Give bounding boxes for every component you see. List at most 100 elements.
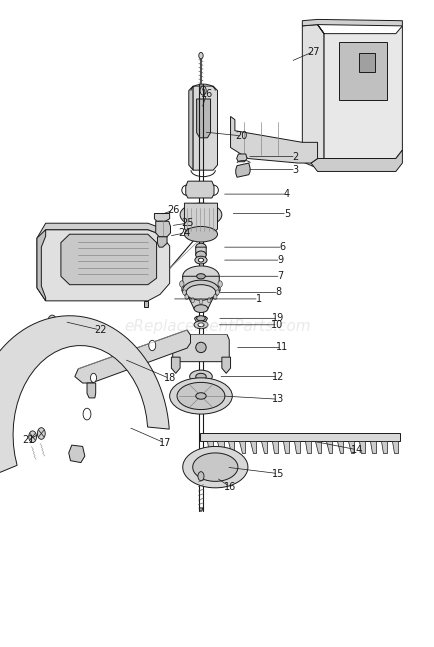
Polygon shape (339, 42, 386, 100)
Polygon shape (304, 441, 310, 453)
Text: 5: 5 (283, 208, 289, 219)
Circle shape (191, 298, 194, 303)
Circle shape (198, 52, 203, 59)
Polygon shape (194, 316, 207, 322)
Ellipse shape (195, 342, 206, 353)
Ellipse shape (194, 305, 207, 313)
Ellipse shape (180, 203, 221, 226)
Circle shape (29, 431, 36, 443)
Text: 22: 22 (94, 325, 106, 335)
Circle shape (203, 293, 207, 300)
Text: 2: 2 (292, 151, 298, 162)
Text: 6: 6 (279, 242, 285, 252)
Circle shape (213, 294, 217, 300)
Polygon shape (336, 441, 342, 453)
Text: 16: 16 (223, 481, 235, 492)
Ellipse shape (195, 243, 206, 251)
Polygon shape (358, 441, 364, 453)
Polygon shape (75, 330, 190, 383)
Text: 16: 16 (200, 89, 212, 99)
Polygon shape (0, 316, 169, 483)
Polygon shape (369, 441, 375, 453)
Polygon shape (302, 25, 323, 168)
Polygon shape (260, 441, 266, 453)
Polygon shape (182, 446, 247, 488)
Circle shape (215, 290, 219, 295)
Polygon shape (87, 383, 95, 398)
Text: 1: 1 (255, 294, 261, 304)
Text: 12: 12 (272, 371, 284, 382)
Polygon shape (37, 230, 169, 301)
Polygon shape (250, 441, 256, 453)
Ellipse shape (195, 251, 206, 259)
Polygon shape (230, 116, 317, 163)
Text: 21: 21 (22, 435, 34, 445)
Text: 13: 13 (272, 394, 284, 404)
Polygon shape (310, 150, 401, 171)
Text: 24: 24 (178, 228, 191, 238)
Ellipse shape (195, 373, 206, 380)
Polygon shape (221, 357, 230, 373)
Text: 11: 11 (275, 342, 287, 353)
Circle shape (200, 86, 206, 95)
Polygon shape (193, 86, 217, 170)
Polygon shape (195, 247, 206, 258)
Ellipse shape (177, 382, 224, 410)
Circle shape (83, 408, 91, 420)
Polygon shape (293, 441, 299, 453)
Polygon shape (61, 234, 156, 285)
Circle shape (187, 291, 191, 297)
Circle shape (90, 373, 96, 382)
Ellipse shape (194, 321, 207, 329)
Circle shape (199, 299, 202, 304)
Polygon shape (188, 86, 193, 170)
Ellipse shape (196, 316, 205, 321)
Text: 17: 17 (159, 438, 171, 448)
Polygon shape (347, 441, 353, 453)
Ellipse shape (194, 256, 207, 264)
Polygon shape (37, 223, 160, 245)
Circle shape (182, 290, 186, 295)
Circle shape (217, 281, 222, 287)
Polygon shape (315, 441, 321, 453)
Circle shape (197, 472, 204, 481)
Polygon shape (143, 301, 148, 307)
Text: 15: 15 (272, 468, 284, 479)
Ellipse shape (196, 274, 205, 279)
Polygon shape (199, 508, 202, 511)
Polygon shape (380, 441, 386, 453)
Polygon shape (326, 441, 332, 453)
Polygon shape (391, 441, 397, 453)
Polygon shape (302, 19, 401, 26)
Polygon shape (217, 441, 223, 453)
Ellipse shape (169, 378, 232, 414)
Text: 19: 19 (272, 313, 284, 324)
Polygon shape (228, 441, 234, 453)
Ellipse shape (182, 280, 219, 301)
Circle shape (181, 286, 185, 292)
Circle shape (207, 298, 210, 303)
Polygon shape (206, 441, 212, 453)
Polygon shape (271, 441, 277, 453)
Polygon shape (157, 237, 167, 247)
Circle shape (48, 315, 56, 328)
Polygon shape (155, 221, 170, 237)
Polygon shape (358, 53, 374, 72)
Text: 25: 25 (181, 218, 193, 228)
Text: 20: 20 (235, 131, 247, 141)
Polygon shape (172, 334, 229, 362)
Text: 9: 9 (277, 255, 283, 265)
Circle shape (37, 428, 45, 439)
Ellipse shape (184, 226, 217, 242)
Polygon shape (192, 453, 237, 481)
Ellipse shape (182, 266, 219, 287)
Circle shape (210, 291, 214, 297)
Text: 4: 4 (283, 189, 289, 199)
Polygon shape (196, 99, 210, 138)
Polygon shape (184, 203, 217, 234)
Text: 14: 14 (350, 444, 362, 455)
Text: 3: 3 (292, 164, 298, 175)
Ellipse shape (195, 393, 206, 399)
Circle shape (179, 281, 184, 287)
Polygon shape (154, 214, 169, 221)
